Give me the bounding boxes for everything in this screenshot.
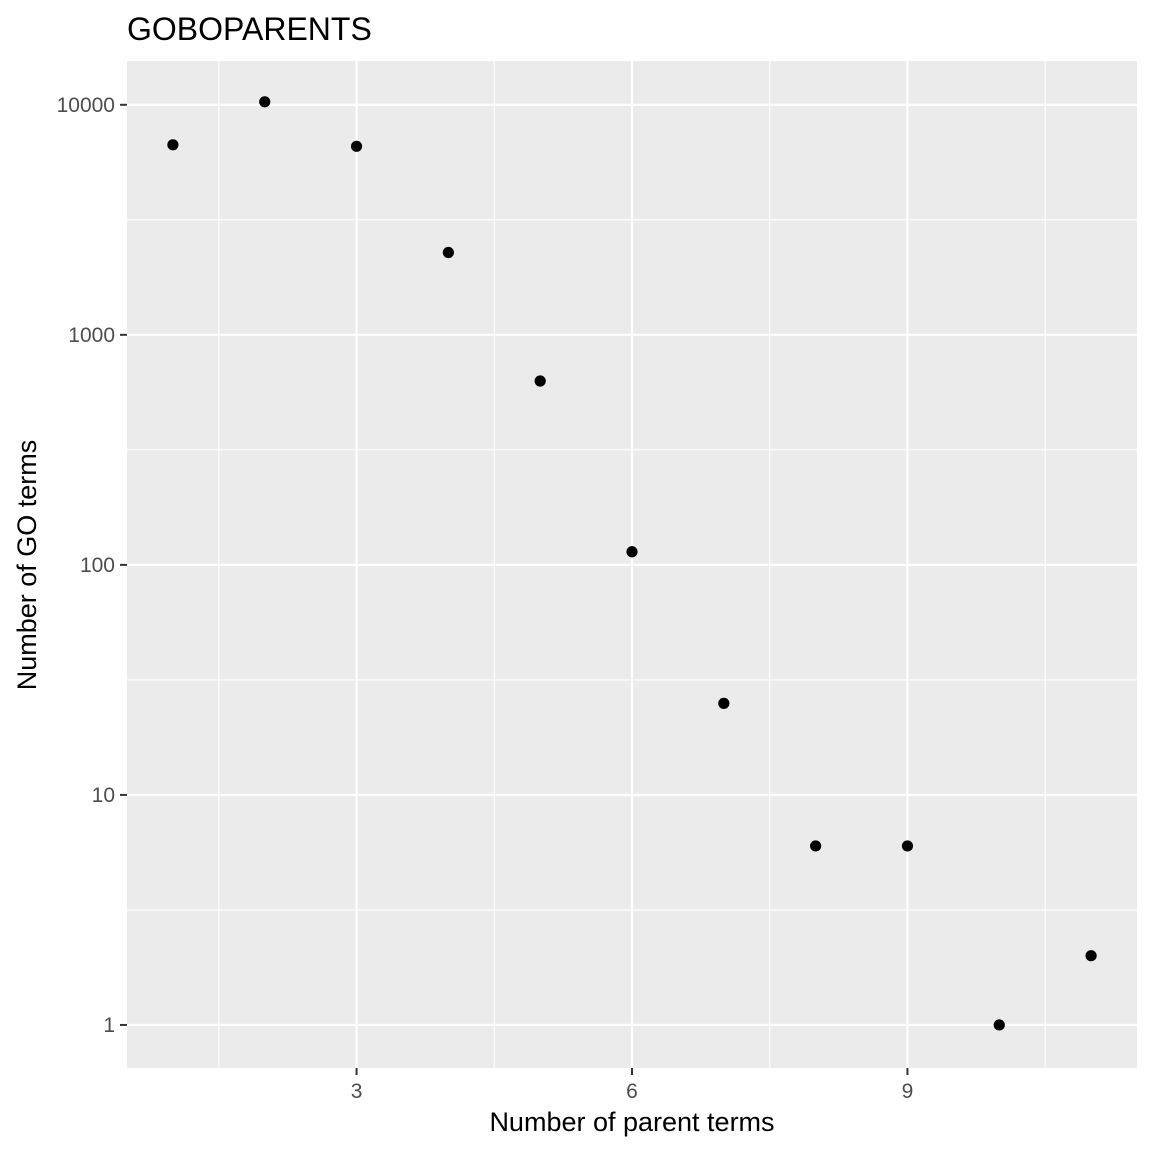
y-tick-label: 10 (92, 784, 115, 807)
data-point (442, 246, 454, 259)
data-point (167, 139, 179, 151)
x-axis-label: Number of parent terms (489, 1107, 774, 1137)
data-point (810, 840, 822, 852)
data-point (1085, 950, 1097, 962)
x-tick-label: 3 (351, 1080, 363, 1103)
data-point (626, 546, 638, 558)
data-point (259, 96, 271, 108)
x-axis-ticks: 3 6 9 (351, 1068, 914, 1103)
y-tick-label: 10000 (57, 94, 115, 117)
y-tick-label: 1 (103, 1014, 115, 1037)
data-point (993, 1019, 1005, 1031)
data-point (718, 697, 730, 709)
y-axis-label: Number of GO terms (12, 440, 42, 691)
data-point (534, 375, 546, 387)
y-tick-label: 100 (80, 554, 115, 577)
data-point (350, 140, 363, 152)
data-point (901, 840, 914, 852)
x-tick-label: 6 (626, 1080, 638, 1103)
data-points (167, 96, 1097, 1031)
chart-title: GOBOPARENTS (127, 11, 372, 47)
y-tick-label: 1000 (68, 324, 115, 347)
y-axis-ticks: 1 10 100 1000 10000 (57, 94, 127, 1037)
x-tick-label: 9 (902, 1080, 914, 1103)
major-gridlines-y (127, 103, 1137, 1027)
